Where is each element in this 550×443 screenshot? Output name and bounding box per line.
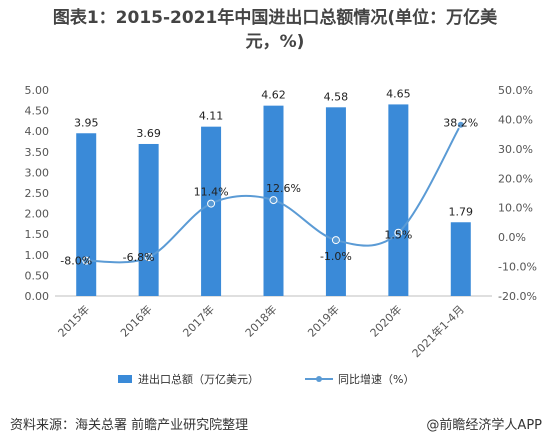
legend-bar-label: 进出口总额（万亿美元） (138, 372, 259, 386)
bar-value-label: 4.11 (199, 110, 224, 123)
y-left-tick-label: 3.50 (25, 146, 50, 159)
x-tick-label: 2018年 (242, 302, 279, 339)
line-value-label: 11.4% (194, 186, 229, 199)
bar-value-label: 1.79 (449, 205, 474, 218)
line-point (82, 256, 91, 265)
line-point (456, 120, 465, 129)
line-value-label: -6.8% (123, 251, 155, 264)
line-point (331, 236, 340, 245)
line-value-label: -1.0% (320, 250, 352, 263)
bar-value-label: 3.95 (74, 116, 99, 129)
bar (388, 104, 409, 296)
x-tick-label: 2019年 (305, 302, 342, 339)
x-tick-label: 2015年 (55, 302, 92, 339)
source-note: 资料来源：海关总署 前瞻产业研究院整理 (10, 418, 249, 433)
legend-line-marker (316, 376, 322, 382)
y-left-tick-label: 0.00 (25, 290, 50, 303)
y-left-tick-label: 5.00 (25, 84, 50, 97)
bar-value-label: 3.69 (136, 127, 161, 140)
y-right-tick-label: -20.0% (498, 290, 537, 303)
y-left-tick-label: 0.50 (25, 269, 50, 282)
bar-value-label: 4.62 (261, 89, 286, 102)
x-tick-label: 2016年 (117, 302, 154, 339)
line-point (144, 253, 153, 262)
line-value-label: 1.5% (384, 229, 412, 242)
y-right-tick-label: -10.0% (498, 261, 537, 274)
line-point (394, 228, 403, 237)
x-tick-label: 2021年1-4月 (409, 302, 467, 360)
y-left-tick-label: 2.00 (25, 208, 50, 221)
y-right-tick-label: 10.0% (498, 202, 533, 215)
bar (201, 126, 222, 296)
line-value-label: 12.6% (266, 182, 301, 195)
y-left-tick-label: 4.00 (25, 125, 50, 138)
y-left-tick-label: 3.00 (25, 166, 50, 179)
brand-watermark: @前瞻经济学人APP (426, 418, 542, 433)
line-value-label: -8.0% (60, 255, 92, 268)
legend-line-label: 同比增速（%） (338, 372, 414, 386)
y-right-tick-label: 50.0% (498, 84, 533, 97)
legend-bar-swatch (118, 375, 132, 383)
y-right-tick-label: 0.0% (498, 231, 526, 244)
chart-title-line1: 图表1：2015-2021年中国进出口总额情况(单位：万亿美 (52, 8, 498, 28)
y-right-tick-label: 30.0% (498, 143, 533, 156)
bar (325, 107, 346, 296)
y-left-tick-label: 1.50 (25, 228, 50, 241)
y-left-tick-label: 2.50 (25, 187, 50, 200)
line-point (207, 199, 216, 208)
x-tick-label: 2020年 (367, 302, 404, 339)
line-point (269, 196, 278, 205)
bar (450, 222, 471, 296)
bar-value-label: 4.65 (386, 87, 411, 100)
y-left-tick-label: 1.00 (25, 249, 50, 262)
bar (76, 133, 97, 296)
bar (138, 143, 159, 296)
x-tick-label: 2017年 (180, 302, 217, 339)
y-right-tick-label: 40.0% (498, 113, 533, 126)
y-left-tick-label: 4.50 (25, 105, 50, 118)
bar-value-label: 4.58 (324, 90, 349, 103)
chart-title: 图表1：2015-2021年中国进出口总额情况(单位：万亿美 元，%) (0, 6, 550, 54)
y-right-tick-label: 20.0% (498, 172, 533, 185)
chart-title-line2: 元，%) (245, 32, 305, 52)
line-value-label: 38.2% (443, 117, 478, 130)
